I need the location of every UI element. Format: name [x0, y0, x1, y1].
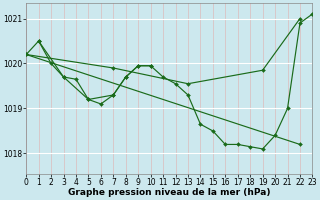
- X-axis label: Graphe pression niveau de la mer (hPa): Graphe pression niveau de la mer (hPa): [68, 188, 270, 197]
